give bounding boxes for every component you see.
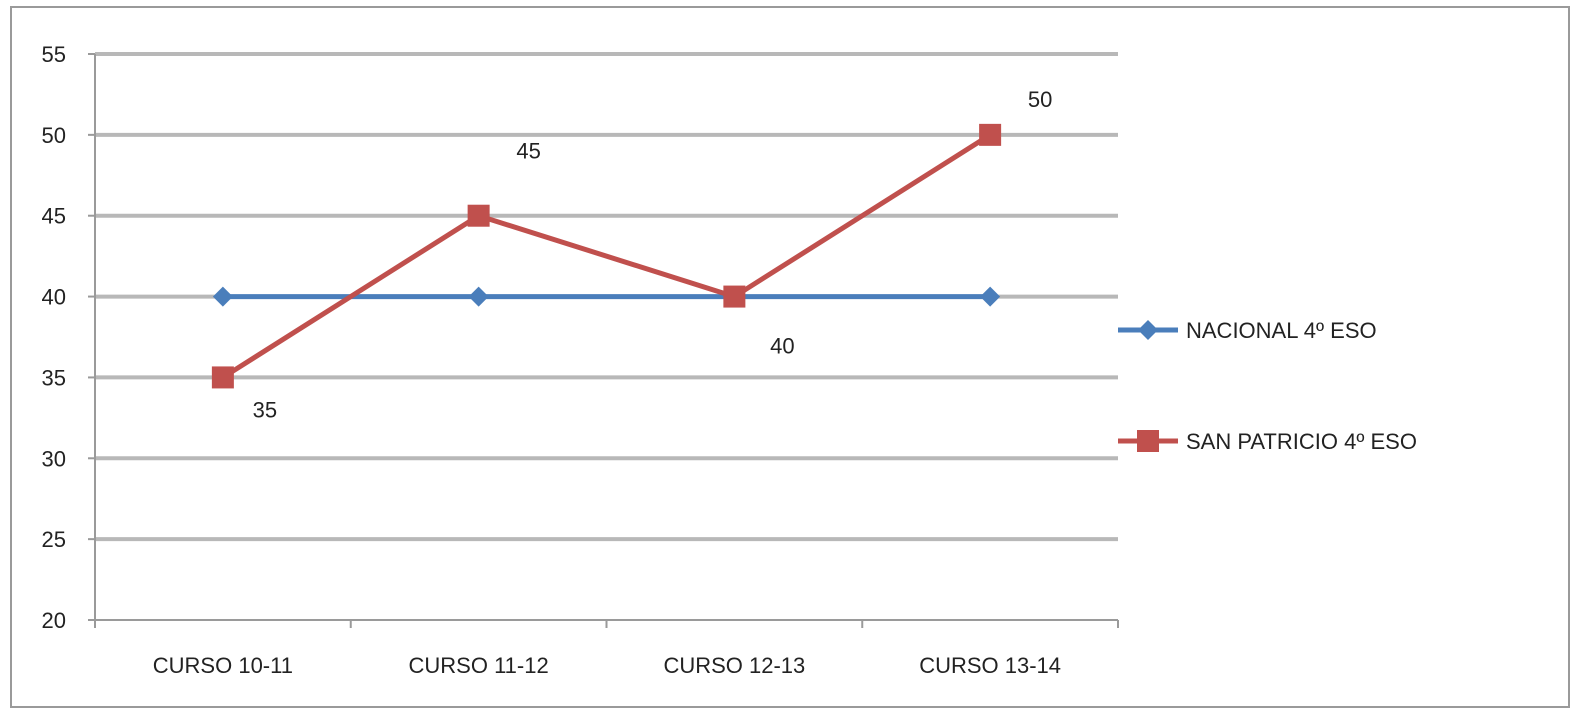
x-tick-label: CURSO 11-12	[409, 653, 549, 678]
square-marker	[723, 285, 746, 308]
data-labels: 35 45 40 50	[253, 87, 1053, 423]
y-tick-label: 40	[42, 285, 66, 310]
x-tick-label: CURSO 12-13	[663, 653, 805, 678]
series-line-1	[221, 132, 992, 380]
y-tick-label: 55	[42, 42, 66, 67]
diamond-marker	[212, 286, 233, 307]
y-tick-label: 50	[42, 123, 66, 148]
square-marker	[211, 366, 234, 389]
data-label: 50	[1028, 87, 1052, 112]
data-label: 35	[253, 397, 277, 422]
x-tick-label: CURSO 10-11	[153, 653, 293, 678]
square-marker	[979, 123, 1002, 146]
legend: NACIONAL 4º ESO SAN PATRICIO 4º ESO	[1118, 318, 1417, 454]
diamond-marker	[468, 286, 489, 307]
legend-diamond-marker	[1138, 320, 1158, 340]
y-tick-label: 30	[42, 446, 66, 471]
y-tick-label: 20	[42, 608, 66, 633]
y-tick-label: 35	[42, 365, 66, 390]
y-tick-label: 25	[42, 527, 66, 552]
gridlines	[95, 52, 1118, 542]
axes: 20 25 30 35 40 45 50 55 CURSO 10-11 CURSO 11-12 CU…	[42, 42, 1119, 678]
x-tick-label: CURSO 13-14	[919, 653, 1061, 678]
legend-square-marker	[1137, 430, 1159, 452]
legend-label: SAN PATRICIO 4º ESO	[1186, 429, 1417, 454]
diamond-marker	[980, 286, 1001, 307]
data-label: 40	[770, 334, 794, 359]
series	[211, 123, 1002, 389]
legend-label: NACIONAL 4º ESO	[1186, 318, 1377, 343]
data-label: 45	[516, 139, 540, 164]
y-tick-label: 45	[42, 204, 66, 229]
square-marker	[467, 204, 490, 227]
chart-frame	[10, 6, 1570, 708]
